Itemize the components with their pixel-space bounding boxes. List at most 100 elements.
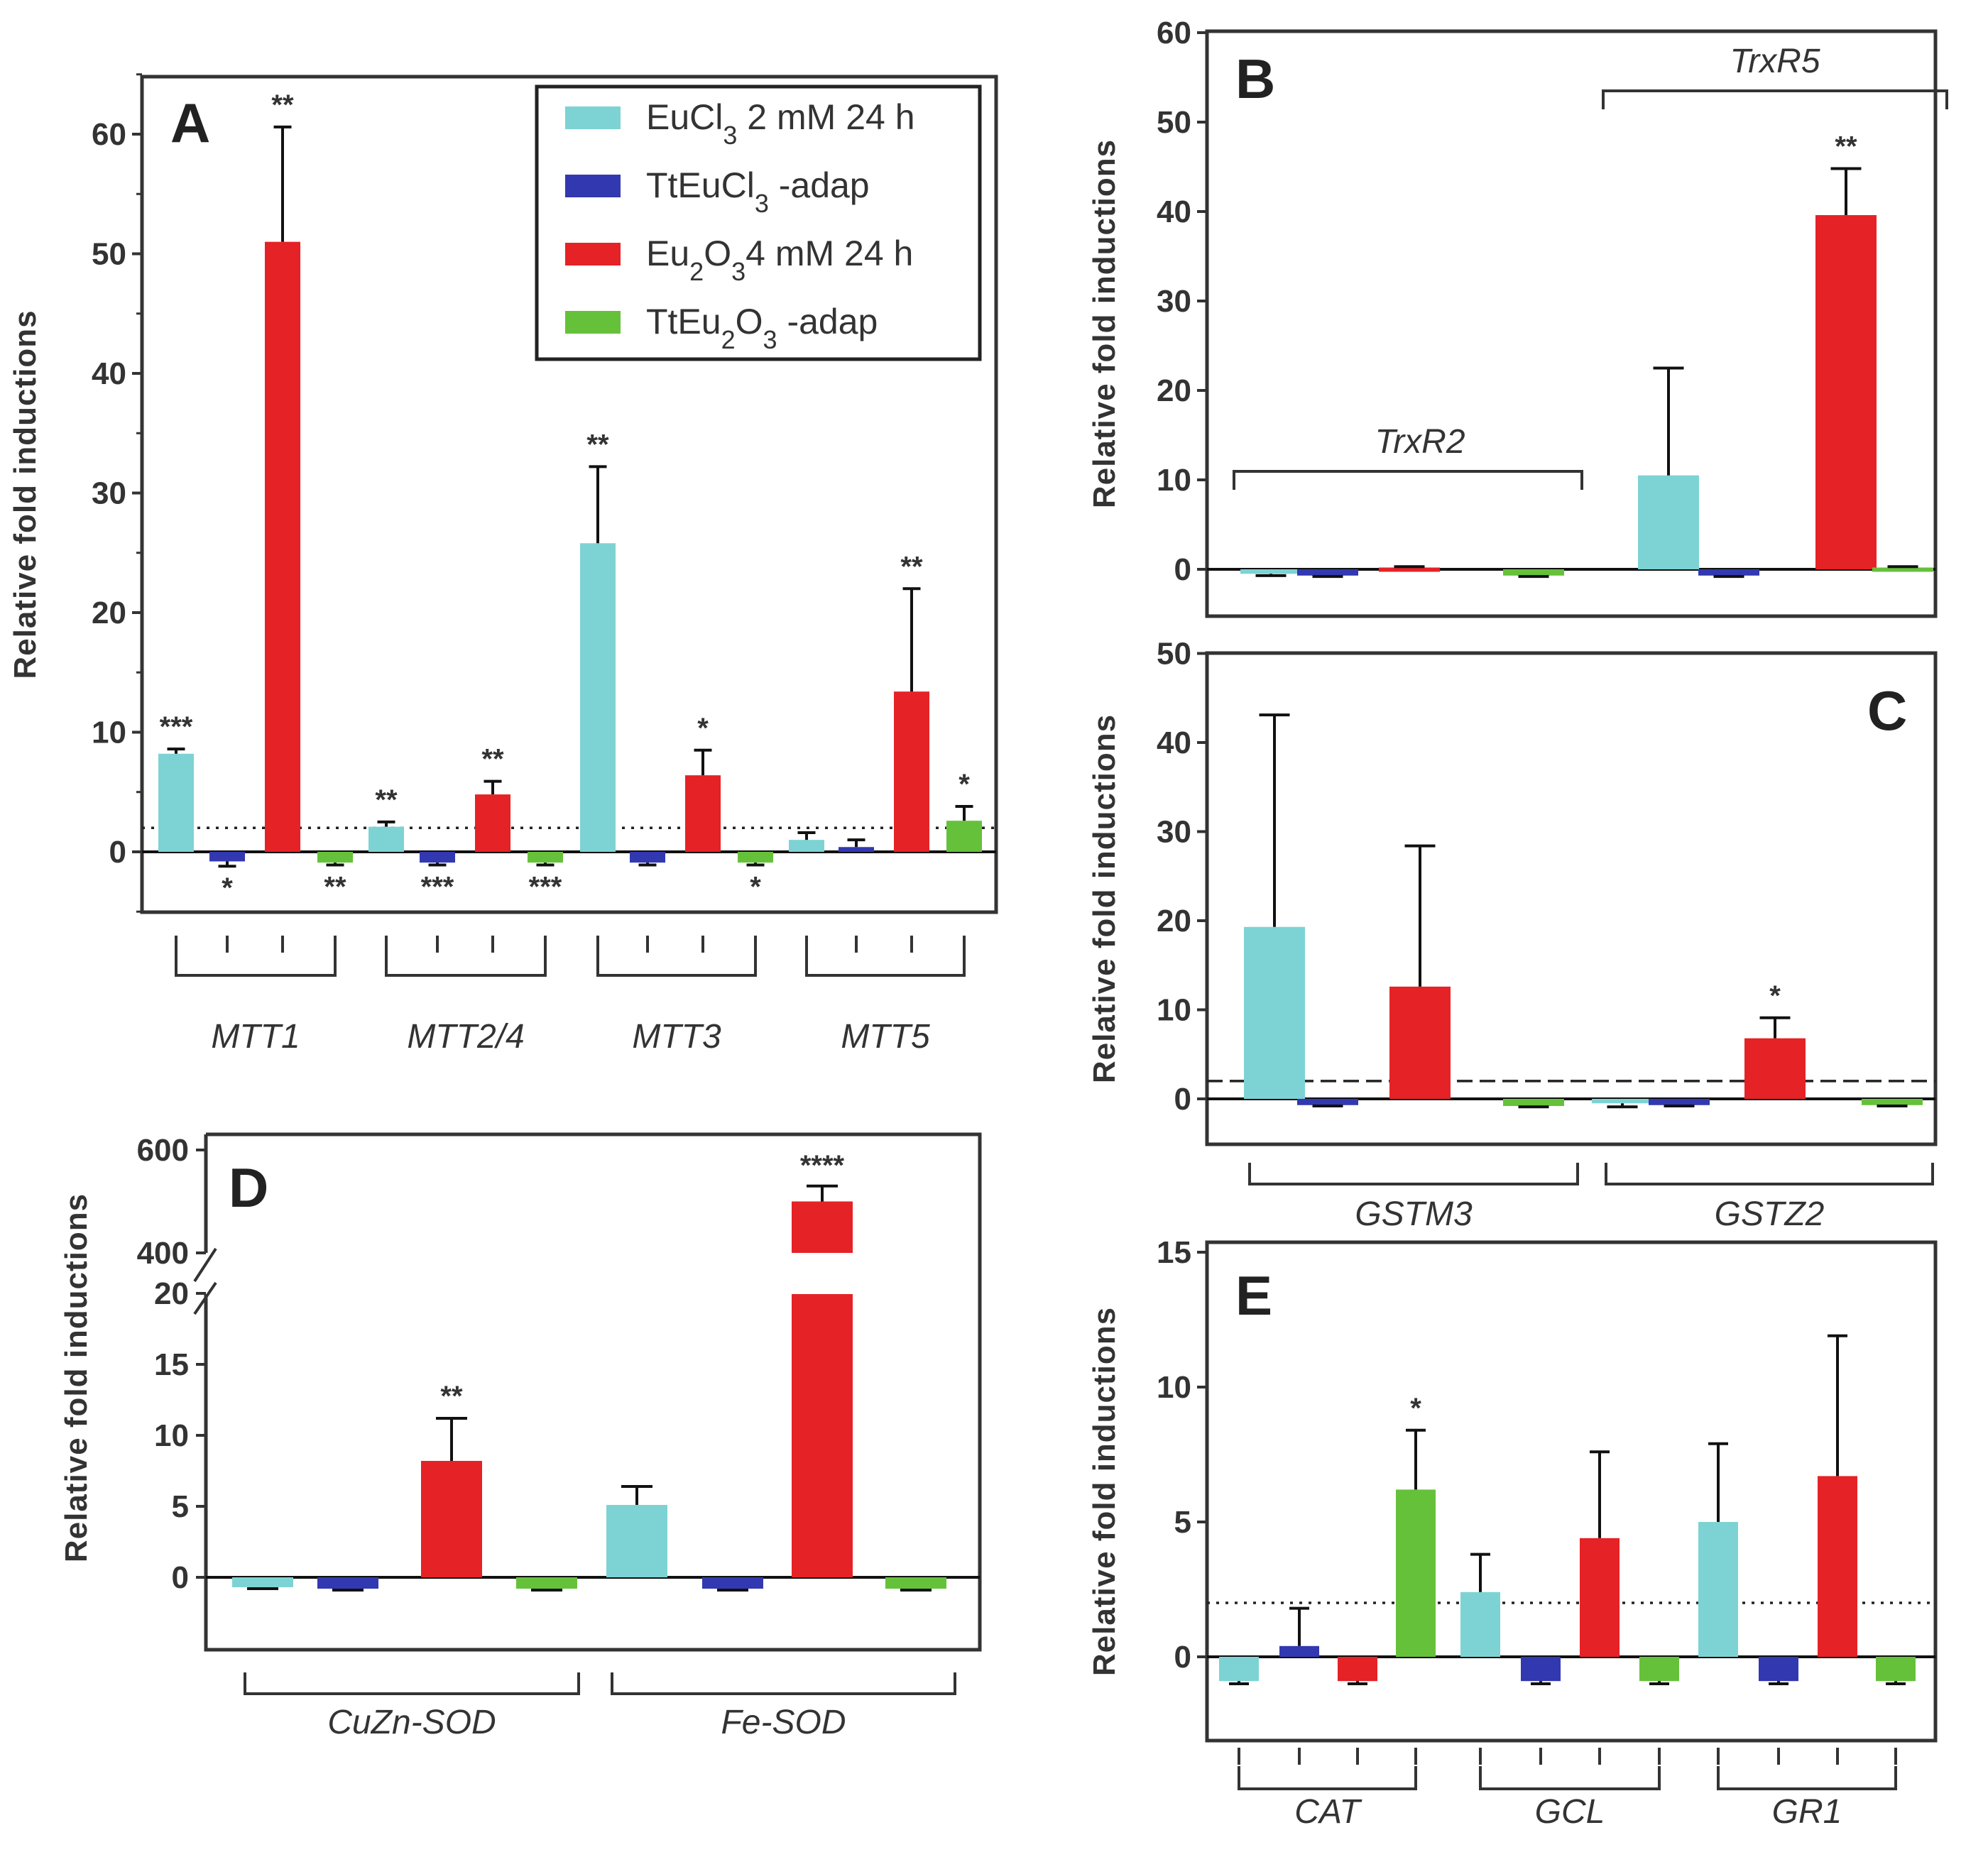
significance-mark: *** [160,711,193,743]
legend: EuCl3 2 mM 24 h TtEuCl3 -adap Eu2O34 mM 24… [535,84,982,361]
y-tick-label: 0 [1174,1082,1191,1117]
bar-MTT2/4-TtEuCl3_adap [420,852,455,863]
legend-swatch [565,106,621,129]
y-tick-label: 10 [1157,463,1191,498]
y-tick-label: 30 [1157,815,1191,850]
bar-GSTM3-EuCl3_2mM_24h [1244,926,1305,1099]
bar-GR1-EuCl3_2mM_24h [1698,1522,1738,1657]
bar-MTT3-TtEu2O3_adap [738,852,773,863]
y-tick-label: 40 [1157,195,1191,229]
y-tick-label: 40 [92,356,126,391]
bar-MTT1-Eu2O3_4mM_24h [265,241,300,852]
significance-mark: * [1410,1393,1421,1424]
panel-label: C [1867,679,1907,742]
bar-GR1-TtEu2O3_adap [1876,1657,1916,1682]
y-axis-label: Relative fold inductions [8,310,43,679]
bar-GR1-TtEuCl3_adap [1759,1657,1798,1682]
bar-CuZn-SOD-TtEu2O3_adap [516,1577,577,1589]
legend-label: EuCl3 2 mM 24 h [646,97,915,150]
gene-bracket [1248,1163,1579,1185]
bar-TrxR5-Eu2O3_4mM_24h [1815,215,1877,569]
gene-label-MTT1: MTT1 [211,1018,300,1056]
gene-bracket [385,953,547,977]
gene-bracket [1479,1766,1661,1790]
bar-CuZn-SOD-EuCl3_2mM_24h [232,1577,293,1587]
gene-label-GSTZ2: GSTZ2 [1715,1195,1825,1233]
plot-frame [1205,1240,1938,1743]
y-tick-label: 10 [1157,1370,1191,1405]
panel-E: 0 5 10 15 Relative fold inductions * CAT GCL GR1… [1087,1235,1938,1831]
bar-CAT-Eu2O3_4mM_24h [1338,1657,1377,1682]
bar-CuZn-SOD-Eu2O3_4mM_24h [421,1461,482,1577]
plot-frame [204,1132,982,1652]
bar-CAT-EuCl3_2mM_24h [1219,1657,1259,1682]
gene-label-TrxR5: TrxR5 [1730,43,1820,80]
y-tick-label: 20 [1157,373,1191,408]
y-tick-label: 20 [92,596,126,630]
significance-mark: * [222,872,233,904]
significance-mark: * [958,769,970,800]
y-tick-label: 400 [137,1236,189,1271]
gene-label-TrxR2: TrxR2 [1375,423,1465,461]
bar-MTT2/4-TtEu2O3_adap [528,852,563,863]
y-tick-label: 10 [1157,993,1191,1028]
panel-label: D [229,1156,268,1219]
bar-TrxR5-TtEu2O3_adap [1872,567,1933,572]
panel-B: 0 10 20 30 40 50 60 Relative fold inductions ** T… [1087,16,1948,618]
bar-TrxR5-EuCl3_2mM_24h [1638,475,1699,569]
gene-label-CAT: CAT [1294,1793,1362,1831]
bar-GCL-Eu2O3_4mM_24h [1580,1538,1620,1657]
y-tick-label: 60 [92,117,126,152]
y-tick-label: 50 [1157,105,1191,140]
y-tick-label: 60 [1157,16,1191,50]
y-tick-label: 0 [172,1560,189,1595]
bar-MTT3-EuCl3_2mM_24h [580,543,616,852]
bar-GSTZ2-Eu2O3_4mM_24h [1744,1038,1806,1099]
bar-Fe-SOD-TtEuCl3_adap [702,1577,763,1589]
bar-MTT5-TtEu2O3_adap [946,821,982,852]
bar-GR1-Eu2O3_4mM_24h [1818,1476,1857,1657]
significance-mark: ** [271,89,294,121]
significance-mark: ** [440,1381,463,1412]
bar-GSTM3-Eu2O3_4mM_24h [1389,986,1451,1099]
y-tick-label: 0 [109,835,126,870]
bar-Fe-SOD-Eu2O3_4mM_24h [792,1294,853,1577]
gene-bracket [611,1672,956,1695]
bar-GCL-TtEu2O3_adap [1639,1657,1679,1682]
y-tick-label: 30 [1157,284,1191,319]
y-tick-label: 15 [154,1347,189,1382]
bar-GSTZ2-TtEu2O3_adap [1862,1099,1923,1105]
y-tick-label: 10 [154,1418,189,1453]
bar-MTT3-TtEuCl3_adap [630,852,665,863]
y-tick-label: 40 [1157,725,1191,760]
bar-GCL-TtEuCl3_adap [1521,1657,1561,1682]
y-tick-label: 5 [1174,1505,1191,1540]
significance-mark: * [1769,980,1781,1012]
gene-bracket [1238,1766,1417,1790]
y-axis-label: Relative fold inductions [1087,139,1122,508]
y-axis-label: Relative fold inductions [1087,1307,1122,1676]
bar-MTT2/4-EuCl3_2mM_24h [368,826,404,852]
legend-label: TtEuCl3 -adap [646,165,870,218]
y-tick-label: 10 [92,716,126,750]
significance-mark: * [750,872,761,903]
significance-mark: * [697,713,709,744]
significance-mark: *** [421,872,454,903]
legend-swatch [565,311,621,334]
y-tick-label: 20 [154,1276,189,1311]
gene-label-MTT3: MTT3 [632,1018,721,1056]
y-tick-label: 0 [1174,1640,1191,1675]
bar-GCL-EuCl3_2mM_24h [1460,1592,1500,1657]
y-axis-label: Relative fold inductions [1087,714,1122,1083]
y-tick-label: 0 [1174,552,1191,587]
gene-label-GCL: GCL [1535,1793,1605,1831]
bar-MTT3-Eu2O3_4mM_24h [685,775,721,852]
gene-bracket [1602,89,1948,109]
gene-label-GSTM3: GSTM3 [1355,1195,1473,1233]
bar-GSTM3-TtEuCl3_adap [1297,1099,1358,1105]
bar-GSTZ2-TtEuCl3_adap [1649,1099,1710,1105]
bar-MTT1-TtEuCl3_adap [209,852,245,862]
bar-GSTZ2-EuCl3_2mM_24h [1592,1099,1653,1104]
bar-TrxR2-EuCl3_2mM_24h [1240,569,1301,574]
